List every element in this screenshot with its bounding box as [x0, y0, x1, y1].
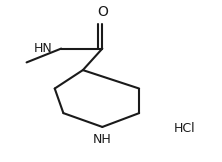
Text: NH: NH	[93, 133, 112, 146]
Text: HN: HN	[34, 42, 53, 55]
Text: O: O	[97, 5, 108, 19]
Text: HCl: HCl	[174, 122, 195, 135]
